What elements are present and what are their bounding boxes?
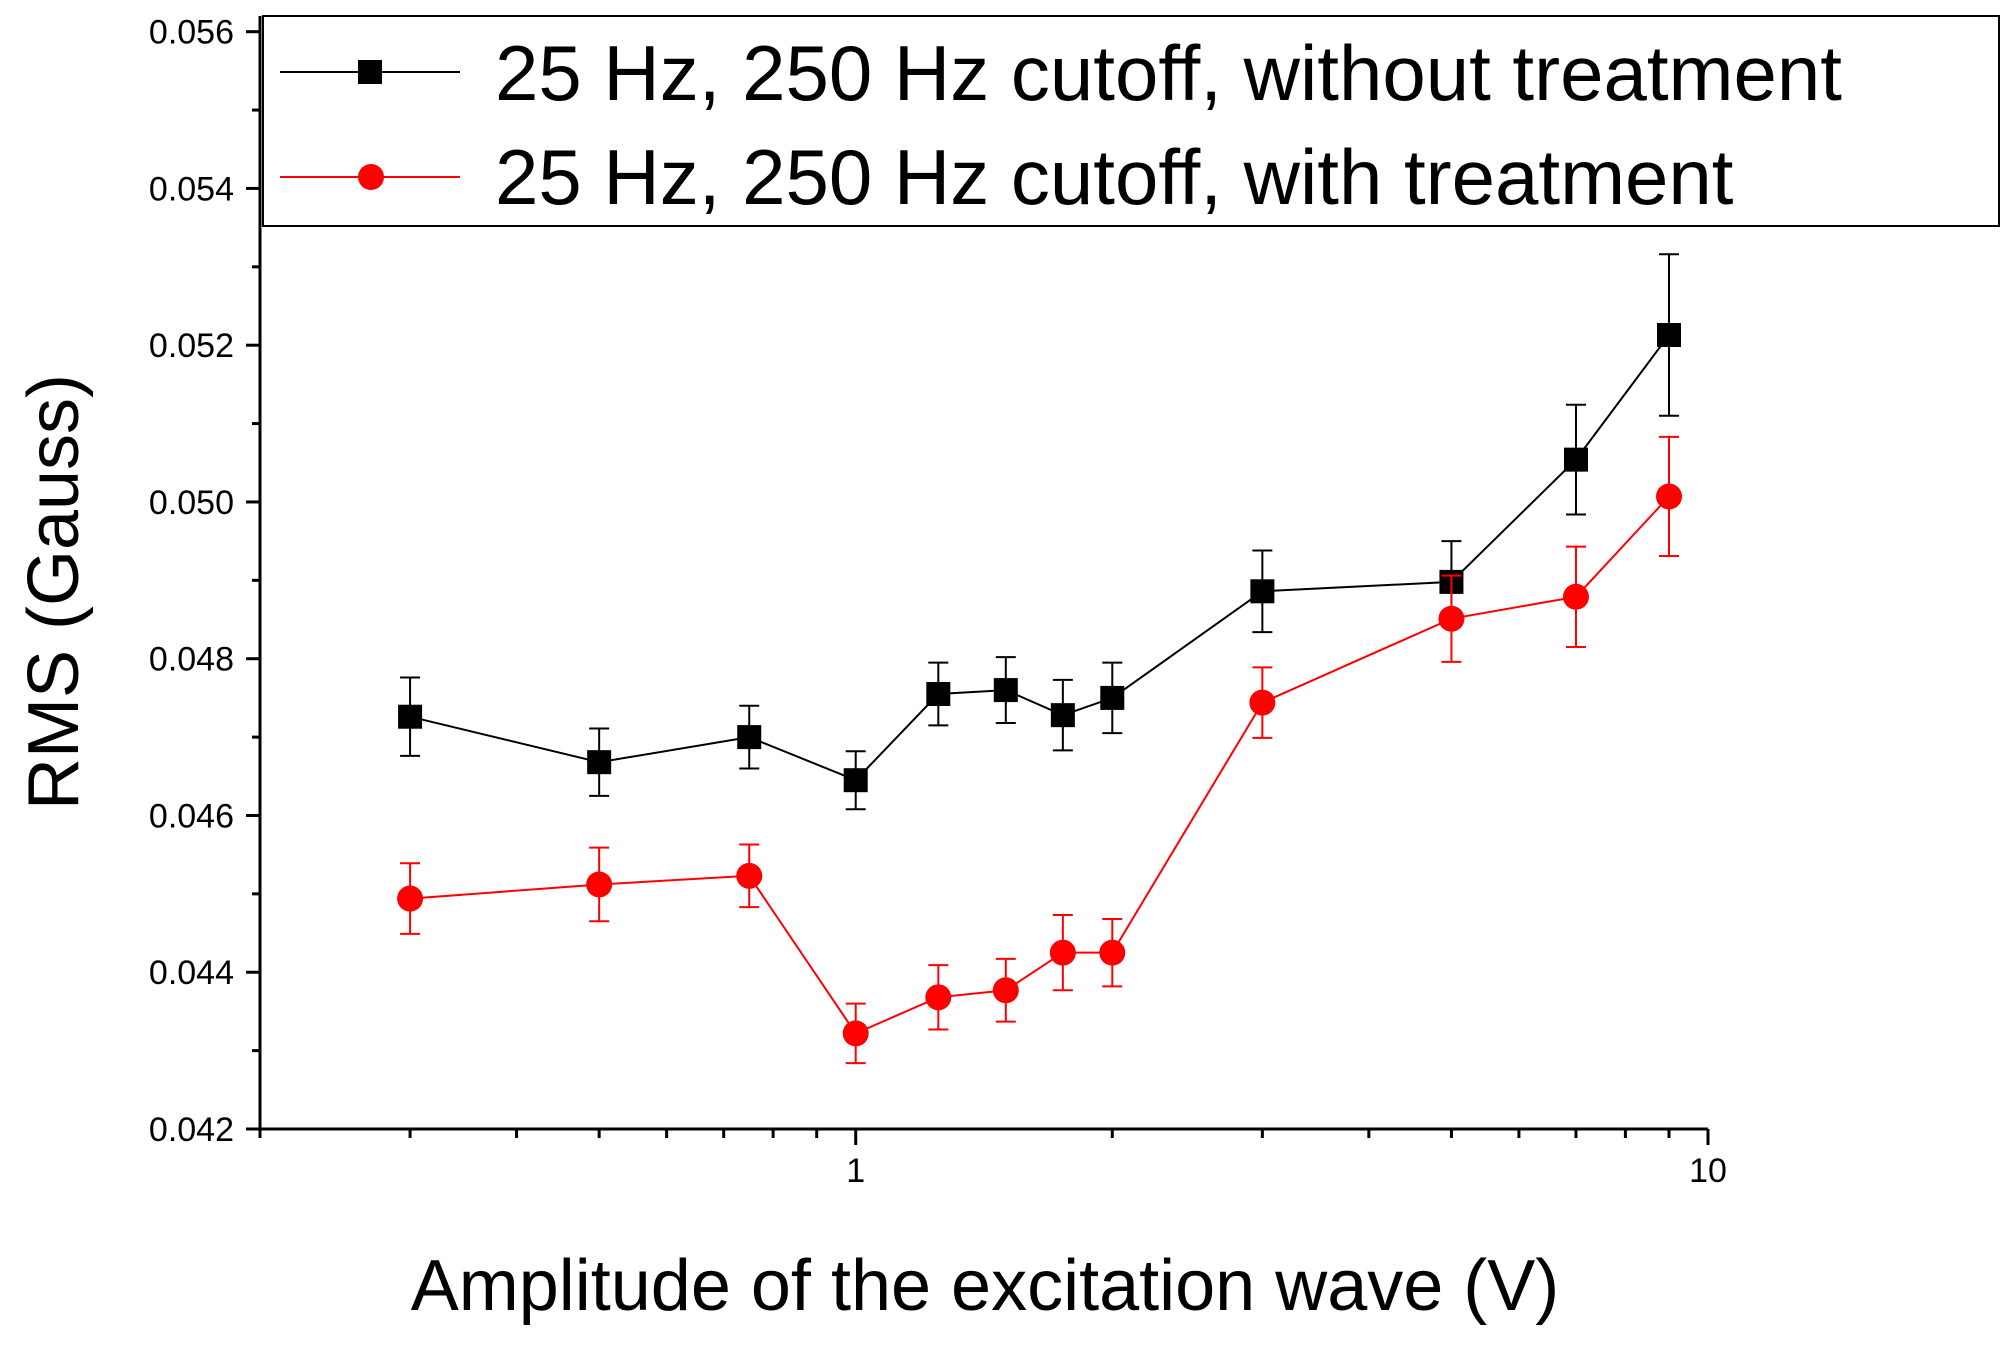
y-tick-label-1: 0.044 (149, 954, 234, 992)
x-tick-label-0: 1 (846, 1152, 865, 1190)
data-point-with-treatment-6 (1049, 939, 1076, 966)
data-point-without-treatment-1 (587, 750, 612, 775)
data-point-with-treatment-4 (925, 984, 952, 1011)
data-point-without-treatment-2 (737, 725, 762, 750)
data-point-with-treatment-5 (992, 977, 1019, 1004)
series-without-treatment (398, 253, 1682, 811)
y-tick-label-5: 0.052 (149, 327, 234, 365)
data-point-without-treatment-3 (843, 768, 868, 793)
axes: 0.042 0.044 0.046 0.048 0.050 0.052 0.054 0.056… (149, 14, 1727, 1190)
data-point-without-treatment-6 (1050, 703, 1075, 728)
x-tick-label-1: 10 (1689, 1152, 1727, 1190)
data-point-without-treatment-0 (398, 704, 423, 729)
y-tick-label-2: 0.046 (149, 797, 234, 835)
data-point-without-treatment-5 (993, 678, 1018, 703)
data-point-without-treatment-11 (1657, 323, 1682, 348)
series-line-without-treatment (409, 334, 1670, 782)
y-tick-label-6: 0.054 (149, 170, 234, 208)
data-point-with-treatment-1 (586, 871, 613, 898)
y-tick-label-3: 0.048 (149, 641, 234, 679)
data-point-with-treatment-3 (842, 1020, 869, 1047)
data-point-with-treatment-7 (1099, 939, 1126, 966)
x-axis-title: Amplitude of the excitation wave (V) (411, 1246, 1560, 1326)
y-tick-label-0: 0.042 (149, 1111, 234, 1149)
legend-marker-circle (358, 164, 384, 190)
y-tick-label-7: 0.056 (149, 14, 234, 52)
data-point-with-treatment-8 (1249, 689, 1276, 716)
legend-box (262, 15, 2000, 227)
y-axis-title: RMS (Gauss) (14, 374, 94, 810)
data-point-with-treatment-2 (736, 862, 763, 889)
series-line-with-treatment (410, 495, 1670, 1035)
legend-label-with-treatment: 25 Hz, 250 Hz cutoff, with treatment (495, 133, 1734, 221)
data-point-with-treatment-0 (397, 885, 424, 912)
legend: 25 Hz, 250 Hz cutoff, without treatment … (262, 15, 2000, 227)
data-point-with-treatment-10 (1562, 583, 1589, 610)
data-point-without-treatment-7 (1100, 685, 1125, 710)
data-point-with-treatment-9 (1438, 605, 1465, 632)
data-point-without-treatment-8 (1250, 579, 1275, 604)
y-tick-label-4: 0.050 (149, 484, 234, 522)
legend-label-without-treatment: 25 Hz, 250 Hz cutoff, without treatment (495, 29, 1842, 117)
series-with-treatment (397, 435, 1683, 1065)
plot-area (397, 253, 1683, 1065)
legend-marker-square (358, 60, 382, 84)
data-point-without-treatment-10 (1563, 447, 1588, 472)
data-point-without-treatment-4 (926, 681, 951, 706)
data-point-with-treatment-11 (1656, 483, 1683, 510)
